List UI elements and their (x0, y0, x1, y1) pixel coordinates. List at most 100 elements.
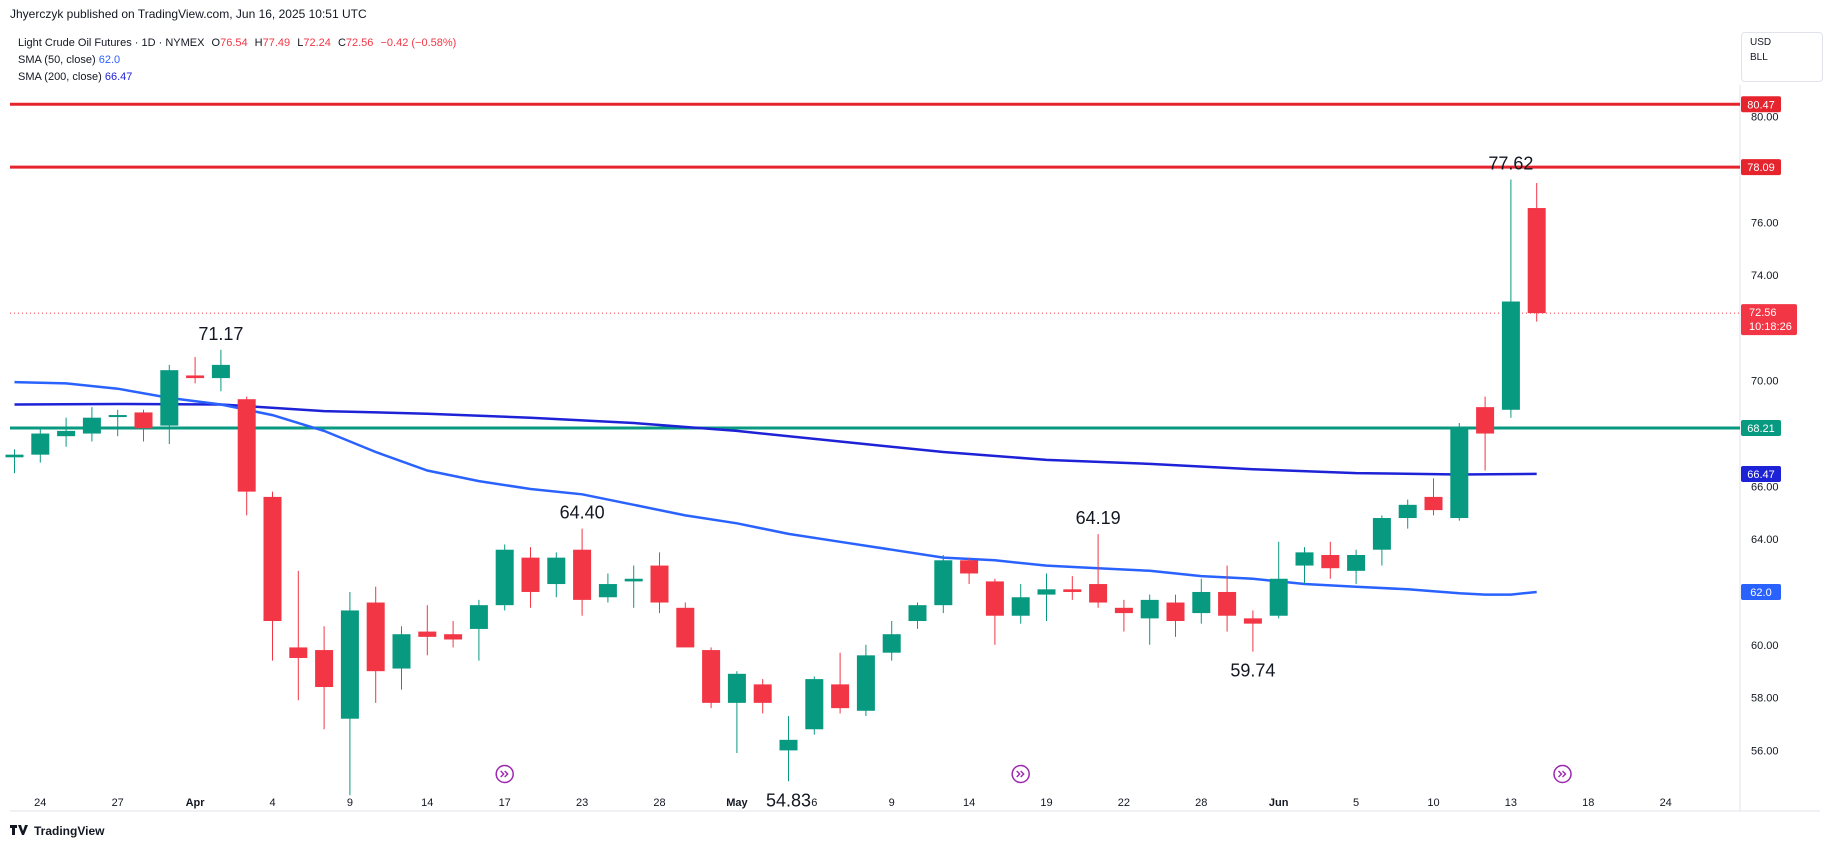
candle-body[interactable] (211, 364, 230, 379)
candle-body[interactable] (340, 610, 359, 719)
symbol-title[interactable]: Light Crude Oil Futures · 1D · NYMEX (18, 37, 205, 49)
event-circle (495, 764, 514, 784)
candle-body[interactable] (469, 605, 488, 629)
y-tick-label: 56.00 (1751, 745, 1779, 757)
chart-legend: Light Crude Oil Futures · 1D · NYMEX O76… (18, 35, 456, 86)
candle-body[interactable] (573, 549, 592, 600)
candle-body[interactable] (1295, 552, 1314, 566)
legend-ohlc-row[interactable]: Light Crude Oil Futures · 1D · NYMEX O76… (18, 35, 456, 52)
candle-body[interactable] (366, 602, 385, 672)
candle-body[interactable] (289, 647, 308, 658)
candles (5, 179, 1546, 796)
candle-body[interactable] (1527, 208, 1546, 314)
candle-body[interactable] (237, 399, 256, 492)
event-arrow-icon[interactable] (1011, 764, 1030, 784)
candle-body[interactable] (934, 560, 953, 606)
candle-body[interactable] (1140, 599, 1159, 619)
candle-body[interactable] (392, 634, 411, 669)
sma50-label: SMA (50, close) (18, 54, 96, 66)
candle-body[interactable] (547, 557, 566, 585)
price-annotation: 77.62 (1488, 154, 1533, 174)
unit-label: BLL (1750, 52, 1768, 63)
candle-body[interactable] (753, 684, 772, 703)
candle-body[interactable] (1269, 578, 1288, 616)
sma50-price-label-bg (1741, 583, 1781, 600)
candle-body[interactable] (444, 634, 463, 640)
candle-body[interactable] (57, 430, 76, 437)
candle-body[interactable] (1063, 589, 1082, 592)
candle-body[interactable] (1166, 602, 1185, 622)
sma200-line[interactable] (14, 402, 1537, 476)
sma200-price-label-bg (1741, 465, 1781, 482)
candle-body[interactable] (805, 679, 824, 730)
candle-body[interactable] (31, 433, 50, 455)
candle-body[interactable] (5, 454, 24, 458)
candle-body[interactable] (495, 549, 514, 606)
candle-body[interactable] (985, 581, 1004, 616)
candle-body[interactable] (418, 631, 437, 637)
candle-body[interactable] (1450, 428, 1469, 519)
candle-body[interactable] (650, 565, 669, 603)
candle-body[interactable] (856, 655, 875, 711)
x-tick-label: 22 (1118, 797, 1130, 809)
candle-body[interactable] (1424, 496, 1443, 511)
candle-body[interactable] (960, 560, 979, 574)
y-tick-label: 64.00 (1751, 534, 1779, 546)
candle-body[interactable] (676, 607, 695, 648)
legend-sma50-row[interactable]: SMA (50, close) 62.0 (18, 52, 456, 69)
candle-body[interactable] (908, 605, 927, 622)
tradingview-logo-icon (10, 824, 28, 838)
candle-body[interactable] (1218, 591, 1237, 616)
candle-body[interactable] (1037, 589, 1056, 595)
price-annotation: 71.17 (198, 324, 243, 344)
candle-body[interactable] (134, 412, 153, 429)
candle-body[interactable] (186, 375, 205, 379)
candle-body[interactable] (1398, 504, 1417, 519)
x-tick-label: 27 (112, 797, 124, 809)
candle-body[interactable] (315, 650, 334, 688)
candle-body[interactable] (598, 584, 617, 598)
candle-body[interactable] (1321, 555, 1340, 569)
x-tick-label: 18 (1582, 797, 1594, 809)
candle-body[interactable] (108, 415, 127, 418)
candle-body[interactable] (1011, 597, 1030, 616)
candle-body[interactable] (1372, 518, 1391, 550)
y-tick-label: 76.00 (1751, 217, 1779, 229)
x-tick-label: 28 (1195, 797, 1207, 809)
x-tick-label: 19 (1040, 797, 1052, 809)
open-value: 76.54 (220, 37, 248, 49)
event-arrow-icon[interactable] (495, 764, 514, 784)
candle-body[interactable] (882, 634, 901, 653)
candle-body[interactable] (263, 496, 282, 622)
event-arrow-icon[interactable] (1553, 764, 1572, 784)
close-value: 72.56 (345, 37, 374, 49)
candle-body[interactable] (1192, 591, 1211, 614)
candle-body[interactable] (160, 370, 179, 426)
level-price-label-bg (1741, 96, 1781, 113)
legend-sma200-row[interactable]: SMA (200, close) 66.47 (18, 69, 456, 86)
candle-body[interactable] (1243, 618, 1262, 624)
price-annotation: 64.19 (1076, 508, 1121, 528)
sma50-line[interactable] (14, 380, 1537, 596)
close-label: C (337, 37, 346, 49)
high-value: 77.49 (262, 37, 291, 49)
candle-body[interactable] (82, 417, 101, 434)
candle-body[interactable] (624, 578, 643, 582)
x-tick-label: 28 (653, 797, 665, 809)
candle-body[interactable] (1114, 607, 1133, 614)
candle-body[interactable] (1476, 407, 1495, 434)
candle-body[interactable] (831, 684, 850, 709)
candle-body[interactable] (779, 739, 798, 751)
y-axis: 56.0058.0060.0062.0064.0066.0070.0074.00… (1739, 85, 1779, 811)
low-label: L (297, 37, 304, 49)
candle-body[interactable] (521, 557, 540, 592)
x-tick-label: 14 (963, 797, 975, 809)
candle-body[interactable] (727, 673, 746, 703)
candle-body[interactable] (702, 650, 721, 703)
candle-body[interactable] (1347, 555, 1366, 571)
candle-body[interactable] (1501, 301, 1520, 410)
event-circle (1011, 764, 1030, 784)
currency-unit-selector[interactable]: USD BLL (1741, 32, 1823, 82)
candle-body[interactable] (1089, 584, 1108, 603)
